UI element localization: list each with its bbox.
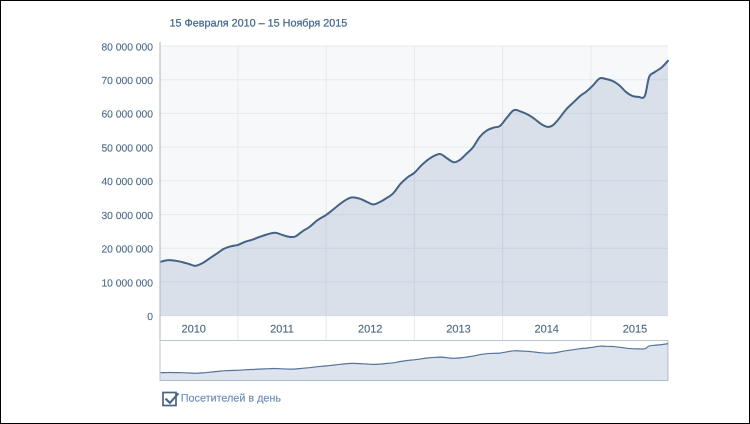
- svg-text:2014: 2014: [534, 324, 558, 336]
- svg-text:10 000 000: 10 000 000: [101, 278, 153, 289]
- svg-text:2012: 2012: [358, 324, 382, 336]
- svg-text:2010: 2010: [181, 324, 205, 336]
- svg-text:0: 0: [147, 312, 153, 323]
- svg-text:2013: 2013: [446, 324, 470, 336]
- svg-text:15 Февраля 2010 – 15 Ноября 20: 15 Февраля 2010 – 15 Ноября 2015: [170, 17, 348, 29]
- svg-text:70 000 000: 70 000 000: [101, 76, 153, 87]
- svg-text:2015: 2015: [623, 324, 647, 336]
- svg-text:40 000 000: 40 000 000: [101, 177, 153, 188]
- svg-text:Посетителей в день: Посетителей в день: [181, 393, 282, 405]
- svg-text:2011: 2011: [270, 324, 294, 336]
- svg-text:20 000 000: 20 000 000: [101, 245, 153, 256]
- svg-text:30 000 000: 30 000 000: [101, 211, 153, 222]
- svg-text:50 000 000: 50 000 000: [101, 143, 153, 154]
- svg-text:60 000 000: 60 000 000: [101, 110, 153, 121]
- svg-text:80 000 000: 80 000 000: [101, 42, 153, 53]
